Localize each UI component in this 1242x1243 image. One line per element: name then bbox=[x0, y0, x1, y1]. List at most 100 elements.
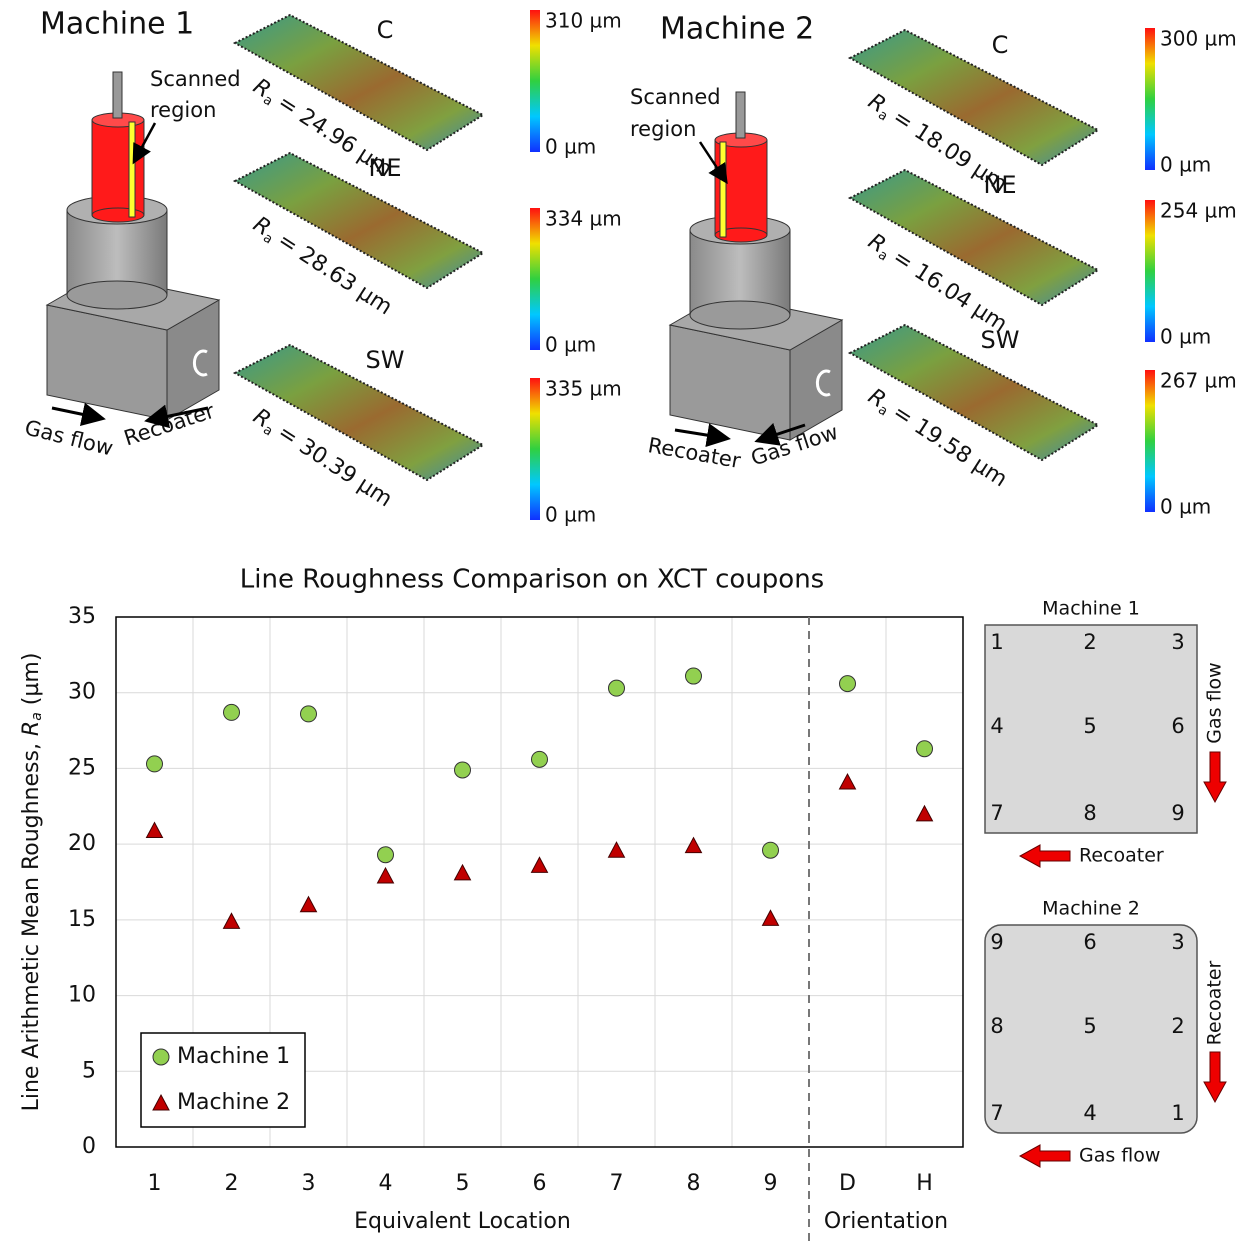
scanned-label: Scanned bbox=[150, 67, 241, 91]
bottom-flow-arrow bbox=[1018, 844, 1071, 868]
legend-label: Machine 2 bbox=[177, 1090, 290, 1115]
colorbar-max: 310 µm bbox=[545, 9, 622, 33]
location-number: 6 bbox=[1083, 930, 1096, 954]
x-tick-label: 7 bbox=[610, 1171, 624, 1196]
location-number: 3 bbox=[1171, 930, 1184, 954]
model-rod bbox=[112, 71, 123, 119]
build-plate bbox=[984, 924, 1198, 1134]
triangle-marker bbox=[376, 866, 395, 884]
triangle-marker bbox=[222, 912, 241, 929]
location-number: 2 bbox=[1083, 630, 1096, 654]
panel-title: Machine 2 bbox=[660, 12, 814, 47]
legend-marker bbox=[152, 1093, 170, 1111]
side-flow-arrow bbox=[1203, 1051, 1227, 1104]
colorbar-max: 334 µm bbox=[545, 207, 622, 231]
colorbar-max: 300 µm bbox=[1160, 27, 1237, 51]
circle-marker bbox=[531, 750, 548, 768]
colorbar-min: 0 µm bbox=[1160, 325, 1211, 349]
location-number: 2 bbox=[1171, 1014, 1184, 1038]
flow-label: Gas flow bbox=[22, 415, 115, 460]
scanned-label: Scanned bbox=[630, 85, 721, 109]
colorbar-max: 267 µm bbox=[1160, 369, 1237, 393]
scanned-label: region bbox=[630, 117, 696, 141]
scanned-label: region bbox=[150, 98, 216, 122]
y-tick-label: 10 bbox=[68, 983, 96, 1008]
y-tick-label: 20 bbox=[68, 831, 96, 856]
location-number: 4 bbox=[1083, 1101, 1096, 1125]
surface-name: NE bbox=[368, 154, 401, 182]
y-axis-label: Line Arithmetic Mean Roughness, Ra (µm) bbox=[19, 653, 45, 1112]
circle-marker bbox=[300, 705, 317, 723]
x-tick-label: 1 bbox=[148, 1171, 162, 1196]
triangle-marker bbox=[530, 856, 549, 873]
side-flow-arrow bbox=[1203, 751, 1227, 804]
y-tick-label: 15 bbox=[68, 907, 96, 932]
model-scanned-base bbox=[714, 227, 768, 243]
location-number: 7 bbox=[990, 801, 1003, 825]
y-tick-label: 30 bbox=[68, 680, 96, 705]
surface-name: C bbox=[377, 16, 394, 44]
y-tick-label: 35 bbox=[68, 604, 96, 629]
triangle-marker bbox=[299, 895, 318, 913]
surface-name: SW bbox=[981, 326, 1020, 354]
y-axis-label-part: R bbox=[19, 721, 44, 736]
colorbar bbox=[530, 208, 540, 350]
flow-arrow bbox=[51, 402, 106, 427]
scanned-arrow bbox=[698, 141, 728, 185]
roughness-surface bbox=[847, 28, 1101, 167]
roughness-surface bbox=[847, 323, 1101, 462]
x-tick-label: 2 bbox=[225, 1171, 239, 1196]
roughness-surface bbox=[232, 151, 486, 290]
side-flow-label: Recoater bbox=[1204, 960, 1226, 1045]
plot-frame bbox=[115, 616, 964, 1148]
y-axis-label-part: a bbox=[29, 712, 45, 721]
location-number: 8 bbox=[1083, 801, 1096, 825]
x-tick-label: H bbox=[916, 1171, 933, 1196]
location-number: 1 bbox=[1171, 1101, 1184, 1125]
circle-marker bbox=[608, 679, 625, 697]
circle-marker bbox=[146, 755, 163, 773]
roughness-surface bbox=[232, 343, 486, 482]
location-number: 9 bbox=[1171, 801, 1184, 825]
model-scanned-base bbox=[91, 207, 145, 223]
x-tick-label: 5 bbox=[456, 1171, 470, 1196]
triangle-marker bbox=[145, 821, 164, 839]
scanned-stripe bbox=[719, 141, 727, 238]
model-c-glyph bbox=[192, 349, 208, 377]
x-tick-label: 3 bbox=[302, 1171, 316, 1196]
model-cylinder-base bbox=[689, 300, 791, 330]
triangle-marker bbox=[453, 863, 472, 881]
surface-name: SW bbox=[366, 346, 405, 374]
build-plate bbox=[984, 624, 1198, 834]
roughness-surface bbox=[232, 13, 486, 152]
legend-marker bbox=[152, 1048, 170, 1066]
triangle-marker bbox=[838, 772, 857, 790]
location-number: 9 bbox=[990, 930, 1003, 954]
diagram-title: Machine 2 bbox=[1042, 898, 1140, 920]
location-number: 6 bbox=[1171, 714, 1184, 738]
flow-arrow bbox=[674, 423, 731, 448]
location-number: 1 bbox=[990, 630, 1003, 654]
circle-marker bbox=[685, 667, 702, 685]
panel-title: Machine 1 bbox=[40, 7, 194, 42]
colorbar-min: 0 µm bbox=[1160, 153, 1211, 177]
y-axis-label-part: (µm) bbox=[19, 653, 44, 713]
bottom-flow-arrow bbox=[1018, 1144, 1071, 1168]
y-tick-label: 25 bbox=[68, 755, 96, 780]
triangle-marker bbox=[607, 841, 626, 858]
model-scanned-cylinder bbox=[91, 119, 145, 216]
location-number: 4 bbox=[990, 714, 1003, 738]
model-c-glyph bbox=[815, 369, 831, 397]
x-tick-label: 8 bbox=[687, 1171, 701, 1196]
x-tick-label: 6 bbox=[533, 1171, 547, 1196]
colorbar-max: 335 µm bbox=[545, 377, 622, 401]
location-number: 3 bbox=[1171, 630, 1184, 654]
location-number: 8 bbox=[990, 1014, 1003, 1038]
circle-marker bbox=[223, 703, 240, 721]
surface-name: NE bbox=[983, 171, 1016, 199]
triangle-marker bbox=[684, 836, 703, 854]
colorbar-min: 0 µm bbox=[545, 503, 596, 527]
y-axis-label-part: Line Arithmetic Mean Roughness, bbox=[19, 736, 44, 1111]
triangle-marker bbox=[915, 804, 934, 822]
